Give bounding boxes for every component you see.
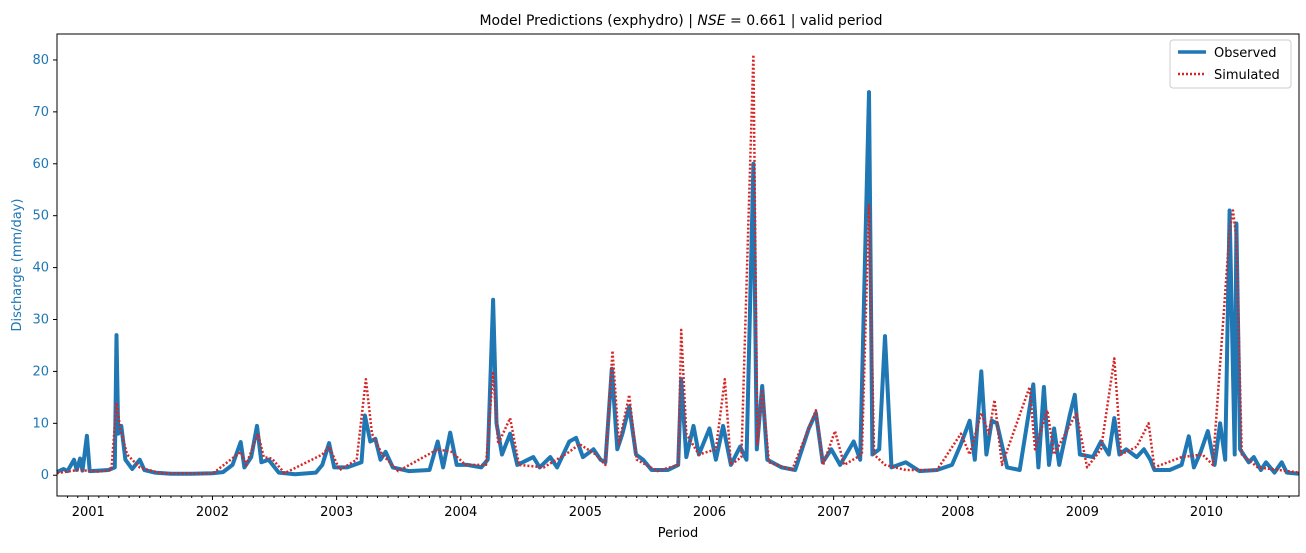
axes: 0 10 20 30 40 50 60 70 80 2001 2002 2003 2004 2005 200…	[32, 53, 1290, 520]
plot-area	[56, 53, 1300, 477]
legend-simulated-label: Simulated	[1214, 68, 1280, 83]
y-tick-label: 60	[32, 157, 49, 172]
x-axis-label: Period	[658, 526, 699, 541]
y-tick-label: 10	[32, 416, 49, 431]
x-tick-label: 2010	[1190, 505, 1223, 520]
y-tick-label: 70	[32, 105, 49, 120]
x-tick-label: 2005	[569, 505, 602, 520]
x-tick-label: 2008	[941, 505, 974, 520]
x-tick-label: 2006	[693, 505, 726, 520]
x-tick-label: 2007	[817, 505, 850, 520]
x-tick-label: 2002	[196, 505, 229, 520]
y-axis-label: Discharge (mm/day)	[10, 198, 25, 331]
y-tick-label: 80	[32, 53, 49, 68]
series-simulated-line	[56, 53, 1300, 475]
y-tick-label: 50	[32, 209, 49, 224]
y-tick-label: 0	[41, 468, 49, 483]
legend-observed-label: Observed	[1214, 46, 1277, 61]
legend: Observed Simulated	[1169, 39, 1292, 89]
x-tick-label: 2009	[1066, 505, 1099, 520]
x-tick-label: 2003	[320, 505, 353, 520]
x-tick-label: 2001	[72, 505, 105, 520]
x-tick-label: 2004	[444, 505, 477, 520]
y-tick-label: 30	[32, 313, 49, 328]
y-tick-label: 40	[32, 261, 49, 276]
chart-title: Model Predictions (exphydro) | NSE = 0.6…	[479, 13, 882, 29]
y-tick-label: 20	[32, 364, 49, 379]
series-observed-line	[56, 90, 1300, 477]
